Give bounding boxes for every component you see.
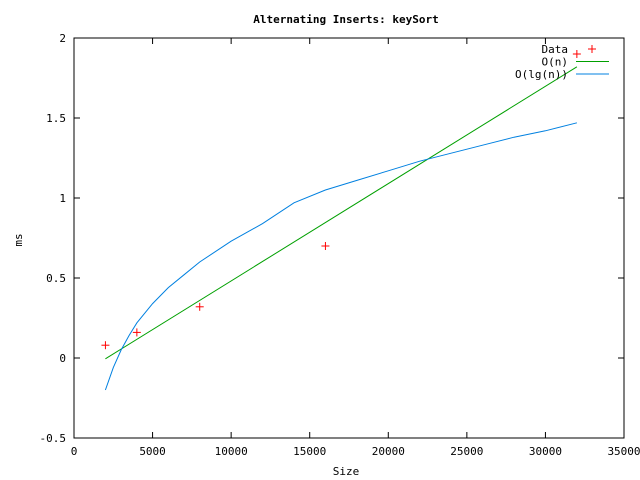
legend-label: Data: [542, 43, 569, 56]
y-tick-label: 0: [59, 352, 66, 365]
plot-frame: [73, 37, 625, 439]
x-tick-label: 25000: [450, 445, 483, 458]
legend-marker: [588, 45, 596, 53]
data-point: [572, 50, 581, 58]
series-layer: [101, 50, 581, 391]
y-tick-label: 0.5: [46, 272, 66, 285]
data-point: [195, 302, 204, 311]
x-tick-label: 35000: [607, 445, 640, 458]
y-tick-label: 1.5: [46, 112, 66, 125]
data-point: [321, 242, 330, 250]
data-point: [101, 341, 110, 350]
x-axis-label: Size: [333, 465, 360, 478]
x-axis: 0 5000 10000 15000 20000 25000 30000 35000: [71, 38, 640, 458]
x-tick-label: 20000: [372, 445, 405, 458]
y-tick-label: -0.5: [40, 432, 67, 445]
legend-label: O(n): [542, 56, 569, 69]
x-tick-label: 10000: [215, 445, 248, 458]
y-tick-label: 2: [59, 32, 66, 45]
legend-label: O(lg(n)): [515, 68, 568, 81]
chart-title: Alternating Inserts: keySort: [253, 13, 438, 26]
series-line-o-n: [105, 66, 578, 360]
x-tick-label: 15000: [293, 445, 326, 458]
y-tick-label: 1: [59, 192, 66, 205]
x-tick-label: 0: [71, 445, 78, 458]
y-axis-label: ms: [12, 233, 25, 246]
series-line-o-lg-n: [104, 122, 578, 391]
data-point: [132, 328, 141, 337]
x-tick-label: 30000: [529, 445, 562, 458]
y-axis: -0.5 0 0.5 1 1.5 2: [40, 32, 624, 445]
x-tick-label: 5000: [139, 445, 166, 458]
